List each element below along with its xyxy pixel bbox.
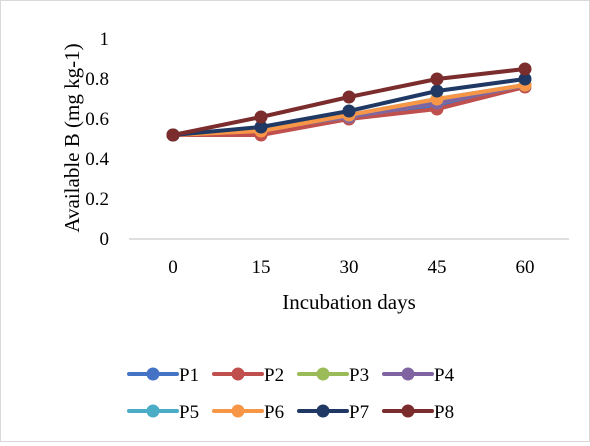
legend-label: P8	[434, 402, 454, 423]
data-point	[254, 120, 268, 134]
legend-label: P4	[434, 365, 455, 386]
legend-item: P7	[297, 402, 369, 423]
legend-marker	[316, 404, 330, 418]
data-point	[430, 84, 444, 98]
legend-item: P5	[127, 402, 199, 423]
series-layer	[166, 62, 532, 142]
legend-marker	[231, 404, 245, 418]
legend-label: P1	[179, 365, 199, 386]
legend-item: P1	[127, 365, 199, 386]
legend-item: P4	[382, 365, 455, 386]
legend-item: P2	[212, 365, 284, 386]
y-axis: 0 0.2 0.4 0.6 0.8 1	[85, 29, 109, 250]
y-tick-label: 0	[100, 229, 110, 250]
series-p8	[166, 62, 532, 142]
series-p7	[166, 72, 532, 142]
x-tick-label: 30	[340, 257, 359, 278]
data-point	[254, 110, 268, 124]
x-tick-label: 15	[252, 257, 271, 278]
x-tick-label: 45	[428, 257, 447, 278]
legend-label: P5	[179, 402, 199, 423]
data-point	[342, 104, 356, 118]
x-tick-label: 0	[168, 257, 178, 278]
legend-marker	[401, 367, 415, 381]
x-tick-label: 60	[516, 257, 535, 278]
legend-marker	[146, 404, 160, 418]
y-tick-label: 1	[100, 29, 110, 50]
legend-marker	[146, 367, 160, 381]
data-point	[518, 72, 532, 86]
legend-label: P3	[349, 365, 369, 386]
y-tick-label: 0.4	[85, 149, 109, 170]
legend-label: P2	[264, 365, 284, 386]
y-axis-title: Available B (mg kg-1)	[60, 43, 84, 232]
y-tick-label: 0.8	[85, 69, 109, 90]
x-axis-title: Incubation days	[282, 290, 416, 314]
y-tick-label: 0.2	[85, 189, 109, 210]
legend-item: P3	[297, 365, 369, 386]
legend-marker	[231, 367, 245, 381]
legend-label: P7	[349, 402, 369, 423]
legend-marker	[316, 367, 330, 381]
x-axis-ticks: 0 15 30 45 60	[168, 257, 534, 278]
legend-item: P8	[382, 402, 454, 423]
legend: P1 P2 P3 P4 P5 P6 P7 P8	[127, 365, 455, 423]
data-point	[430, 72, 444, 86]
data-point	[518, 62, 532, 76]
y-tick-label: 0.6	[85, 109, 109, 130]
legend-marker	[401, 404, 415, 418]
legend-item: P6	[212, 402, 284, 423]
data-point	[166, 128, 180, 142]
data-point	[342, 90, 356, 104]
legend-label: P6	[264, 402, 284, 423]
